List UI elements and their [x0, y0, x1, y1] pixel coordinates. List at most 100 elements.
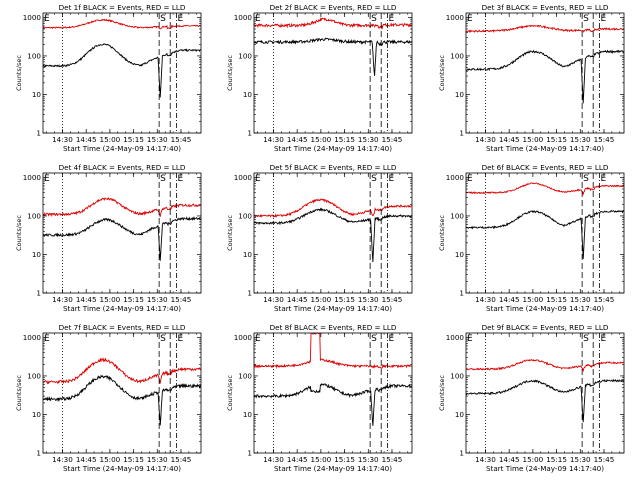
x-tick-label: 14:30 — [475, 455, 496, 464]
y-tick-label: 100 — [450, 51, 464, 60]
panel-title: Det 5f BLACK = Events, RED = LLD — [270, 163, 397, 172]
x-tick-label: 14:45 — [287, 455, 308, 464]
y-tick-label: 10 — [243, 90, 253, 99]
series-events — [466, 209, 624, 260]
y-tick-label: 1 — [36, 449, 41, 458]
x-tick-label: 14:45 — [76, 135, 97, 144]
panel-title: Det 7f BLACK = Events, RED = LLD — [59, 323, 186, 332]
x-tick-label: 15:45 — [382, 295, 403, 304]
marker-e-label: E — [601, 174, 607, 184]
y-tick-label: 1000 — [234, 333, 253, 342]
y-tick-label: 10 — [455, 410, 465, 419]
plot-frame — [465, 332, 625, 454]
x-tick-label: 15:45 — [594, 455, 615, 464]
y-tick-label: 100 — [450, 211, 464, 220]
marker-s-label: S — [583, 14, 589, 24]
panel-title: Det 4f BLACK = Events, RED = LLD — [59, 163, 186, 172]
series-lld — [254, 333, 412, 370]
plot-frame — [253, 12, 413, 134]
detector-panel-5: Det 5f BLACK = Events, RED = LLD E S E 1 10 10… — [226, 163, 413, 313]
x-axis-label: Start Time (24-May-09 14:17:40) — [274, 464, 392, 473]
x-tick-label: 15:30 — [570, 135, 591, 144]
series-events — [254, 207, 412, 263]
series-lld — [43, 357, 201, 385]
y-axis-label: Counts/sec — [438, 375, 446, 411]
x-tick-label: 15:45 — [171, 295, 192, 304]
x-tick-label: 15:30 — [358, 455, 379, 464]
y-tick-label: 1 — [459, 449, 464, 458]
marker-e-label: E — [467, 334, 473, 344]
marker-e-label: E — [178, 14, 184, 24]
y-tick-label: 1000 — [23, 173, 42, 182]
x-tick-label: 15:15 — [546, 455, 567, 464]
plot-frame — [253, 332, 413, 454]
x-tick-label: 15:00 — [100, 135, 121, 144]
plot-frame — [465, 172, 625, 294]
series-lld — [43, 196, 201, 218]
marker-e-label: E — [389, 334, 395, 344]
series-events — [254, 383, 412, 426]
y-tick-label: 1 — [459, 129, 464, 138]
detector-panel-9: Det 9f BLACK = Events, RED = LLD E S E 1 10 10… — [438, 323, 625, 473]
x-tick-label: 15:00 — [100, 295, 121, 304]
y-tick-label: 100 — [450, 371, 464, 380]
x-tick-label: 15:30 — [570, 455, 591, 464]
x-tick-label: 14:45 — [499, 455, 520, 464]
y-axis-label: Counts/sec — [15, 375, 23, 411]
marker-e-label: E — [255, 174, 261, 184]
marker-e-label: E — [467, 14, 473, 24]
marker-e-label: E — [389, 174, 395, 184]
marker-e-label: E — [467, 174, 473, 184]
series-lld — [43, 18, 201, 30]
x-tick-label: 14:30 — [52, 295, 73, 304]
x-axis-label: Start Time (24-May-09 14:17:40) — [63, 144, 181, 153]
plot-frame — [465, 12, 625, 134]
x-tick-label: 15:00 — [311, 295, 332, 304]
marker-s-label: S — [160, 174, 166, 184]
marker-s-label: S — [583, 174, 589, 184]
x-tick-label: 15:30 — [570, 295, 591, 304]
series-lld — [466, 182, 624, 196]
x-tick-label: 15:30 — [147, 455, 168, 464]
x-tick-label: 14:30 — [263, 135, 284, 144]
y-tick-label: 1 — [247, 289, 252, 298]
x-tick-label: 14:30 — [52, 135, 73, 144]
detector-panel-4: Det 4f BLACK = Events, RED = LLD E S E 1 10 10… — [15, 163, 202, 313]
x-tick-label: 14:45 — [76, 455, 97, 464]
marker-e-label: E — [255, 334, 261, 344]
marker-e-label: E — [601, 14, 607, 24]
series-events — [466, 49, 624, 104]
y-axis-label: Counts/sec — [15, 55, 23, 91]
x-axis-label: Start Time (24-May-09 14:17:40) — [486, 304, 604, 313]
x-axis-label: Start Time (24-May-09 14:17:40) — [486, 464, 604, 473]
panel-title: Det 8f BLACK = Events, RED = LLD — [270, 323, 397, 332]
x-axis-label: Start Time (24-May-09 14:17:40) — [63, 304, 181, 313]
x-tick-label: 14:45 — [287, 295, 308, 304]
x-tick-label: 15:30 — [358, 295, 379, 304]
x-tick-label: 15:15 — [546, 135, 567, 144]
marker-e-label: E — [178, 174, 184, 184]
y-tick-label: 100 — [27, 371, 41, 380]
x-tick-label: 14:30 — [263, 455, 284, 464]
y-tick-label: 1 — [36, 289, 41, 298]
x-tick-label: 15:00 — [100, 455, 121, 464]
x-tick-label: 15:15 — [334, 135, 355, 144]
x-axis-label: Start Time (24-May-09 14:17:40) — [63, 464, 181, 473]
x-tick-label: 14:45 — [287, 135, 308, 144]
panel-title: Det 6f BLACK = Events, RED = LLD — [482, 163, 609, 172]
marker-e-label: E — [255, 14, 261, 24]
series-lld — [466, 358, 624, 373]
x-tick-label: 15:30 — [147, 135, 168, 144]
y-tick-label: 10 — [32, 250, 42, 259]
detector-panel-2: Det 2f BLACK = Events, RED = LLD E S E 1 10 10… — [226, 3, 413, 153]
y-axis-label: Counts/sec — [226, 215, 234, 251]
x-tick-label: 15:15 — [546, 295, 567, 304]
marker-s-label: S — [371, 14, 377, 24]
marker-s-label: S — [371, 334, 377, 344]
x-tick-label: 15:15 — [334, 455, 355, 464]
y-axis-label: Counts/sec — [226, 55, 234, 91]
plot-frame — [253, 172, 413, 294]
x-tick-label: 15:30 — [147, 295, 168, 304]
x-tick-label: 14:30 — [263, 295, 284, 304]
